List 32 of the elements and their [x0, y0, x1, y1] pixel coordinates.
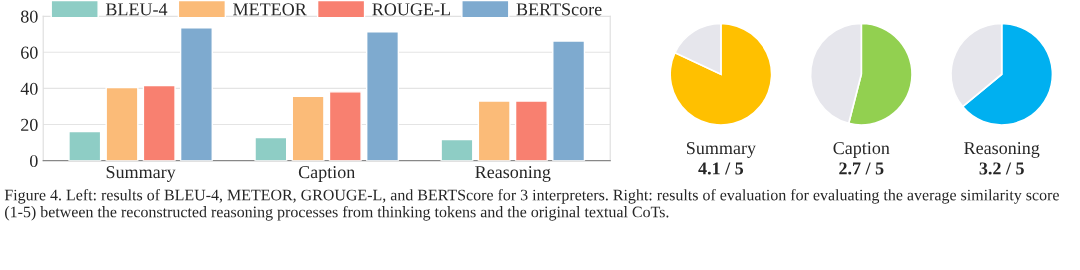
text: 2.7 / 5	[839, 162, 884, 175]
y-tick-label: 0	[30, 154, 38, 168]
y-tick-label: 60	[21, 46, 38, 59]
legend-label: BERTScore	[516, 3, 602, 16]
pie-slice	[669, 22, 773, 126]
legend-label: METEOR	[233, 3, 307, 16]
text: Caption	[833, 142, 890, 158]
text: Summary	[687, 142, 756, 158]
y-tick-label: 20	[21, 118, 38, 131]
bar	[440, 138, 474, 161]
bar	[68, 130, 102, 161]
y-tick-label: 80	[20, 10, 38, 23]
bar	[254, 136, 288, 161]
text: 4.1 / 5	[698, 162, 744, 175]
x-tick-label: Summary	[106, 166, 176, 182]
bar	[142, 84, 176, 161]
legend-label: ROUGE-L	[372, 3, 450, 16]
bar	[552, 40, 586, 161]
legend-label: BLEU-4	[105, 3, 168, 16]
bar	[366, 31, 400, 161]
bar	[291, 95, 325, 161]
x-tick-label: Caption	[298, 166, 356, 182]
bar	[477, 100, 511, 161]
bar	[514, 100, 548, 161]
bar	[328, 91, 362, 161]
text: Reasoning	[964, 142, 1040, 158]
x-tick-label: Reasoning	[475, 166, 551, 182]
y-tick-label: 40	[20, 82, 38, 95]
caption: Figure 4. Left: results of BLEU-4, METEOR, GROUGE-L, and BERTScore for 3 interpreters. Right: results of evaluation for evaluating the average similarity score (1-5) between the reconstructed reasoning processes from thinking tokens and the original textual CoTs.	[4, 189, 1059, 221]
bar	[105, 86, 139, 161]
text: 3.2 / 5	[979, 162, 1024, 175]
bar	[179, 27, 213, 161]
